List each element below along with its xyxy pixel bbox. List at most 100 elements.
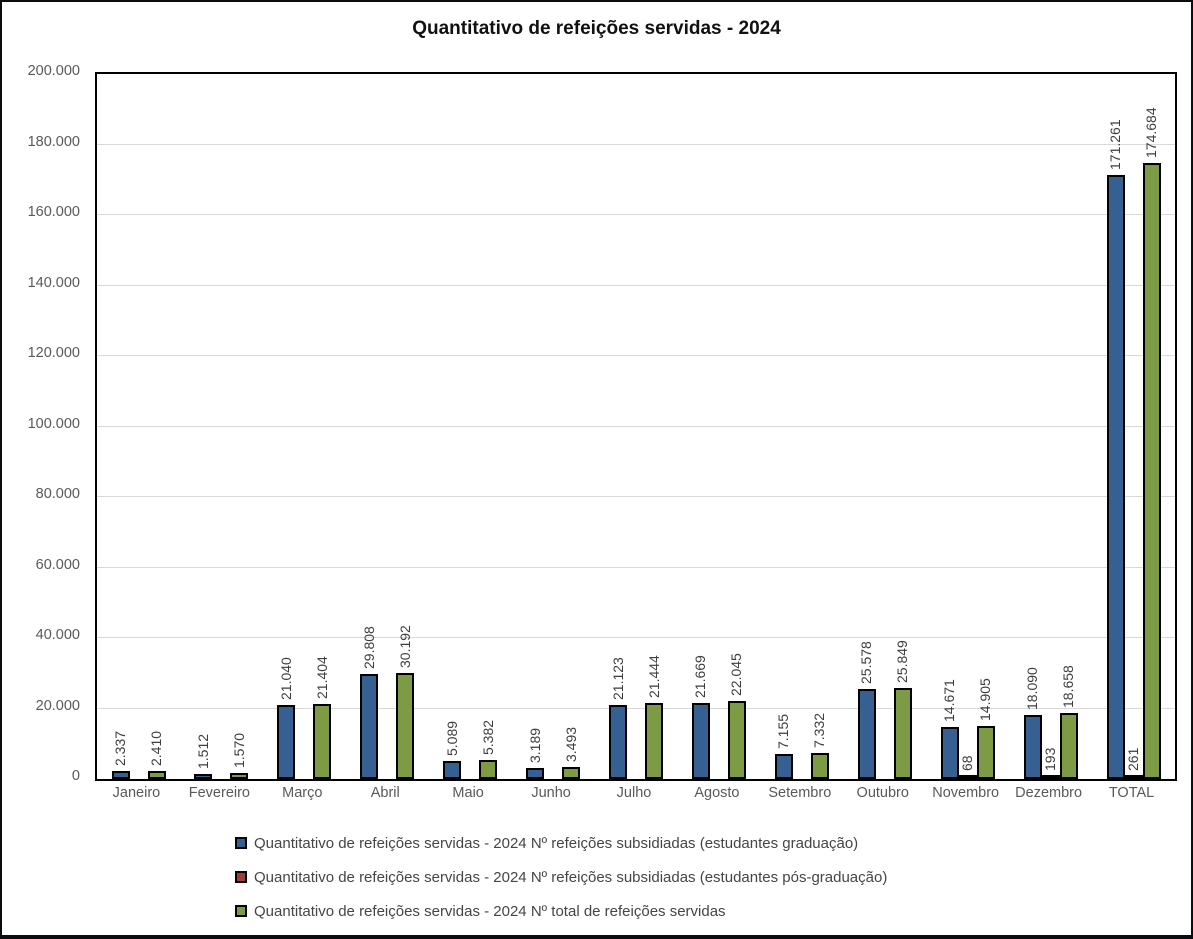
bar-value-label: 174.684 bbox=[1143, 107, 1160, 158]
x-axis-category-label: Julho bbox=[616, 785, 652, 801]
x-axis-category-label: Maio bbox=[452, 785, 484, 801]
plot-area: 2.337 2.410 1.512 1.570 21.040 21.404 29.808 30… bbox=[95, 72, 1177, 781]
legend-swatch bbox=[235, 905, 247, 917]
chart-title: Quantitativo de refeições servidas - 202… bbox=[412, 18, 781, 39]
gridline bbox=[97, 637, 1175, 638]
x-axis-category-label: Agosto bbox=[694, 785, 740, 801]
bar bbox=[277, 705, 296, 779]
bar bbox=[111, 771, 130, 779]
bar bbox=[194, 774, 213, 779]
chart-legend: Quantitativo de refeições servidas - 202… bbox=[235, 834, 887, 935]
bar bbox=[940, 727, 959, 779]
bar-value-label: 193 bbox=[1042, 747, 1059, 771]
y-axis-tick-label: 80.000 bbox=[35, 486, 80, 502]
bar-value-label: 21.444 bbox=[645, 655, 662, 698]
bar-value-label: 18.658 bbox=[1060, 665, 1077, 708]
bar-value-label: 21.669 bbox=[692, 655, 709, 698]
bar-value-label: 21.123 bbox=[609, 657, 626, 700]
bar-value-label: 18.090 bbox=[1024, 667, 1041, 710]
bar-value-label: 171.261 bbox=[1107, 119, 1124, 170]
bar bbox=[526, 768, 545, 779]
legend-item: Quantitativo de refeições servidas - 202… bbox=[235, 868, 887, 886]
legend-swatch bbox=[235, 871, 247, 883]
bar bbox=[857, 689, 876, 779]
legend-item: Quantitativo de refeições servidas - 202… bbox=[235, 902, 887, 920]
bar-value-label: 22.045 bbox=[728, 653, 745, 696]
y-axis-tick-label: 160.000 bbox=[27, 204, 80, 220]
bar-value-label: 2.410 bbox=[148, 730, 164, 766]
gridline bbox=[97, 707, 1175, 709]
bar-value-label: 68 bbox=[959, 755, 976, 771]
bar-value-label: 1.570 bbox=[230, 732, 247, 768]
bar-value-label: 1.512 bbox=[194, 733, 211, 769]
y-axis: 0 20.000 40.000 60.000 80.000 100.000 120.000 1… bbox=[2, 63, 86, 784]
y-axis-tick-label: 40.000 bbox=[35, 627, 80, 643]
bar-value-label: 5.382 bbox=[479, 719, 496, 755]
bar bbox=[691, 703, 710, 779]
bar-value-label: 21.040 bbox=[277, 657, 294, 700]
bar bbox=[609, 705, 628, 779]
bar bbox=[1142, 163, 1161, 779]
bar bbox=[1124, 775, 1143, 779]
bar-value-label: 30.192 bbox=[396, 625, 413, 668]
x-axis-category-label: Março bbox=[282, 785, 323, 801]
y-axis-tick-label: 180.000 bbox=[27, 133, 80, 150]
y-axis-tick-label: 200.000 bbox=[27, 63, 80, 79]
bar-value-label: 29.808 bbox=[360, 626, 377, 669]
bar bbox=[443, 761, 462, 779]
gridline bbox=[97, 355, 1175, 356]
gridline bbox=[97, 425, 1175, 427]
y-axis-tick-label: 0 bbox=[71, 768, 80, 784]
bar bbox=[645, 703, 664, 779]
bar bbox=[810, 753, 829, 779]
bar-value-label: 25.578 bbox=[858, 641, 875, 684]
x-axis-category-label: TOTAL bbox=[1108, 785, 1155, 801]
bar-value-label: 261 bbox=[1125, 747, 1142, 771]
legend-label: Quantitativo de refeições servidas - 202… bbox=[254, 834, 859, 852]
bar bbox=[562, 767, 581, 779]
bar bbox=[774, 754, 793, 779]
x-axis-category-label: Dezembro bbox=[1015, 785, 1083, 801]
x-axis-category-label: Abril bbox=[370, 785, 400, 801]
bar bbox=[147, 771, 166, 779]
bar-value-label: 3.189 bbox=[526, 727, 543, 763]
x-axis-category-label: Junho bbox=[531, 785, 571, 801]
bar bbox=[396, 673, 415, 779]
bar-value-label: 25.849 bbox=[894, 640, 911, 683]
x-axis-category-label: Fevereiro bbox=[188, 785, 250, 801]
bar bbox=[479, 760, 498, 779]
bar-value-label: 21.404 bbox=[313, 656, 330, 699]
bar bbox=[313, 704, 332, 779]
x-axis-category-label: Setembro bbox=[768, 785, 832, 801]
y-axis-tick-label: 100.000 bbox=[27, 415, 80, 432]
bar-value-label: 14.905 bbox=[977, 678, 994, 721]
x-axis-category-label: Outubro bbox=[856, 785, 909, 801]
bar-value-label: 14.671 bbox=[941, 679, 958, 722]
y-axis-tick-label: 140.000 bbox=[27, 274, 80, 291]
y-axis-tick-label: 120.000 bbox=[27, 345, 80, 361]
bar-value-label: 2.337 bbox=[112, 730, 128, 766]
legend-item: Quantitativo de refeições servidas - 202… bbox=[235, 834, 887, 852]
bar bbox=[1059, 713, 1078, 779]
legend-swatch bbox=[235, 837, 247, 849]
y-axis-tick-label: 20.000 bbox=[35, 697, 80, 714]
bar bbox=[360, 674, 379, 779]
legend-label: Quantitativo de refeições servidas - 202… bbox=[254, 868, 888, 886]
bar-value-label: 5.089 bbox=[443, 720, 460, 756]
bar bbox=[958, 775, 977, 779]
bar bbox=[893, 688, 912, 779]
bar bbox=[976, 726, 995, 779]
bar-value-label: 7.332 bbox=[811, 712, 828, 748]
bar-value-label: 7.155 bbox=[775, 713, 792, 749]
bar bbox=[1041, 775, 1060, 779]
x-axis: Janeiro Fevereiro Março Abril Maio Junho Julho… bbox=[95, 785, 1173, 801]
gridline bbox=[97, 284, 1175, 286]
x-axis-category-label: Novembro bbox=[932, 785, 1000, 801]
bar bbox=[727, 701, 746, 779]
gridline bbox=[97, 566, 1175, 568]
bar-value-label: 3.493 bbox=[562, 726, 579, 762]
gridline bbox=[97, 496, 1175, 497]
bar bbox=[230, 773, 249, 779]
bar bbox=[1023, 715, 1042, 779]
